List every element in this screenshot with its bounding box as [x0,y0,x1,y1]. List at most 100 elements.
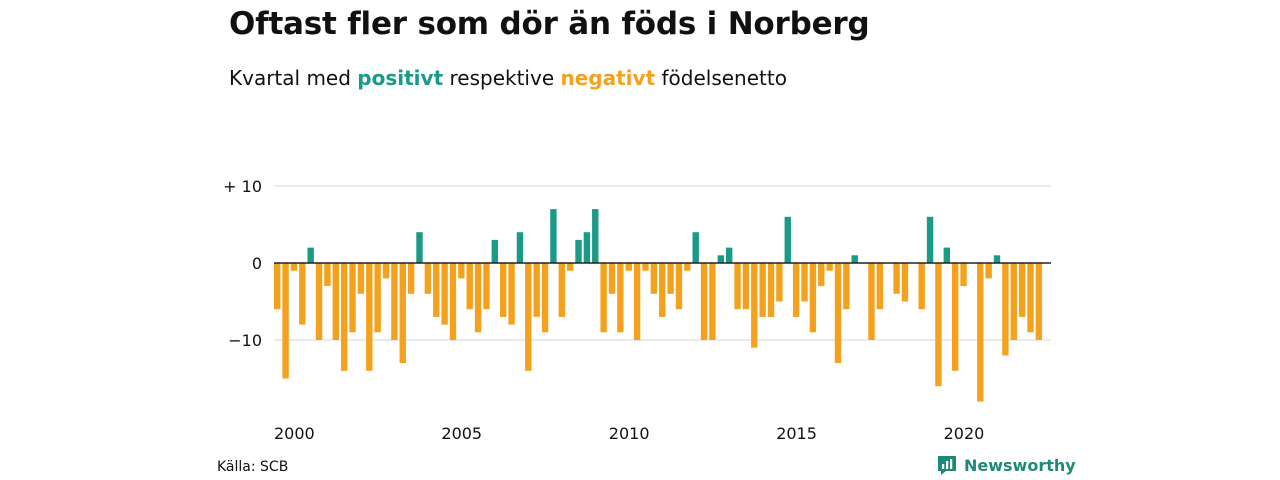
x-tick-label: 2015 [776,424,817,443]
bar-positive [943,247,950,263]
bar-negative [340,263,348,371]
bar-negative [474,263,482,333]
bar-negative [792,263,800,317]
bar-negative [349,263,356,333]
bar-negative [1018,263,1026,317]
bar-negative [951,263,959,371]
bar-negative [759,263,766,317]
bar-positive [516,232,524,263]
source-note: Källa: SCB [217,459,289,475]
bar-negative [818,263,825,287]
bar-negative [558,263,565,317]
x-tick-label: 2020 [944,424,985,443]
bar-negative [709,263,716,340]
bar-negative [801,263,808,302]
bar-negative [617,263,624,333]
bar-positive [692,232,699,263]
bar-negative [600,263,607,333]
bar-negative [483,263,490,310]
bar-negative [935,263,942,387]
bar-negative [566,263,574,271]
bar-negative [868,263,875,340]
bar-negative [424,263,432,294]
bar-negative [290,263,298,271]
bar-negative [826,263,833,271]
bar-negative [1002,263,1009,356]
bar-negative [767,263,775,317]
bar-negative [433,263,440,317]
bar-negative [366,263,373,371]
bar-negative [633,263,641,340]
bar-positive [307,247,314,263]
bar-negative [625,263,632,271]
bar-negative [1035,263,1043,340]
bar-negative [608,263,616,294]
chart-title: Oftast fler som dör än föds i Norberg [229,6,870,42]
bar-negative [809,263,817,333]
bar-negative [391,263,398,340]
bar-negative [876,263,884,310]
bar-negative [734,263,741,310]
y-tick-label: + 10 [223,177,262,196]
bar-positive [851,255,858,263]
y-tick-label: −10 [228,331,262,350]
y-tick-label: 0 [252,254,262,273]
bar-positive [550,209,557,263]
bar-negative [508,263,515,325]
bar-negative [776,263,783,302]
bar-negative [977,263,984,402]
bar-negative [960,263,967,287]
bar-positive [725,247,733,263]
bar-negative [324,263,331,287]
bar-negative [499,263,507,317]
bar-negative [684,263,691,271]
bar-positive [491,239,499,263]
bar-positive [926,216,934,263]
bar-negative [533,263,540,317]
bar-positive [416,232,423,263]
bar-negative [274,263,281,310]
bar-negative [357,263,365,294]
bar-negative [742,263,750,310]
bar-negative [466,263,473,310]
bar-chart: + 10 0 −10 2000 2005 2010 2015 2020 [223,177,1051,443]
bar-negative [541,263,549,333]
bar-positive [784,216,791,263]
subtitle-positive-keyword: positivt [357,66,444,90]
bar-negative [843,263,850,310]
bar-negative [399,263,406,364]
bar-positive [717,255,725,263]
bar-negative [315,263,323,340]
subtitle-suffix: födelsenetto [661,66,787,90]
bar-negative [918,263,925,310]
brand-logo: Newsworthy [937,455,1076,475]
subtitle-middle: respektive [449,66,555,90]
bar-negative [834,263,842,364]
bar-negative [1010,263,1017,340]
bar-negative [525,263,532,371]
bar-negative [675,263,683,310]
x-tick-label: 2005 [441,424,482,443]
bar-negative [642,263,649,271]
bar-negative [382,263,390,279]
bar-negative [332,263,339,340]
bar-negative [407,263,415,294]
bar-negative [1027,263,1034,333]
x-tick-label: 2010 [609,424,650,443]
subtitle-prefix: Kvartal med [229,66,351,90]
bar-negative [449,263,457,340]
bar-negative [650,263,658,294]
bar-negative [659,263,666,317]
bar-negative [441,263,448,325]
bar-negative [374,263,381,333]
x-tick-label: 2000 [274,424,315,443]
newsworthy-logo-icon [938,456,956,475]
bar-negative [667,263,674,294]
brand-name: Newsworthy [964,455,1076,475]
bar-negative [282,263,289,379]
bar-negative [901,263,909,302]
bar-positive [993,255,1001,263]
chart-subtitle: Kvartal med positivt respektive negativt… [229,66,787,90]
bar-positive [583,232,591,263]
bar-positive [575,239,582,263]
